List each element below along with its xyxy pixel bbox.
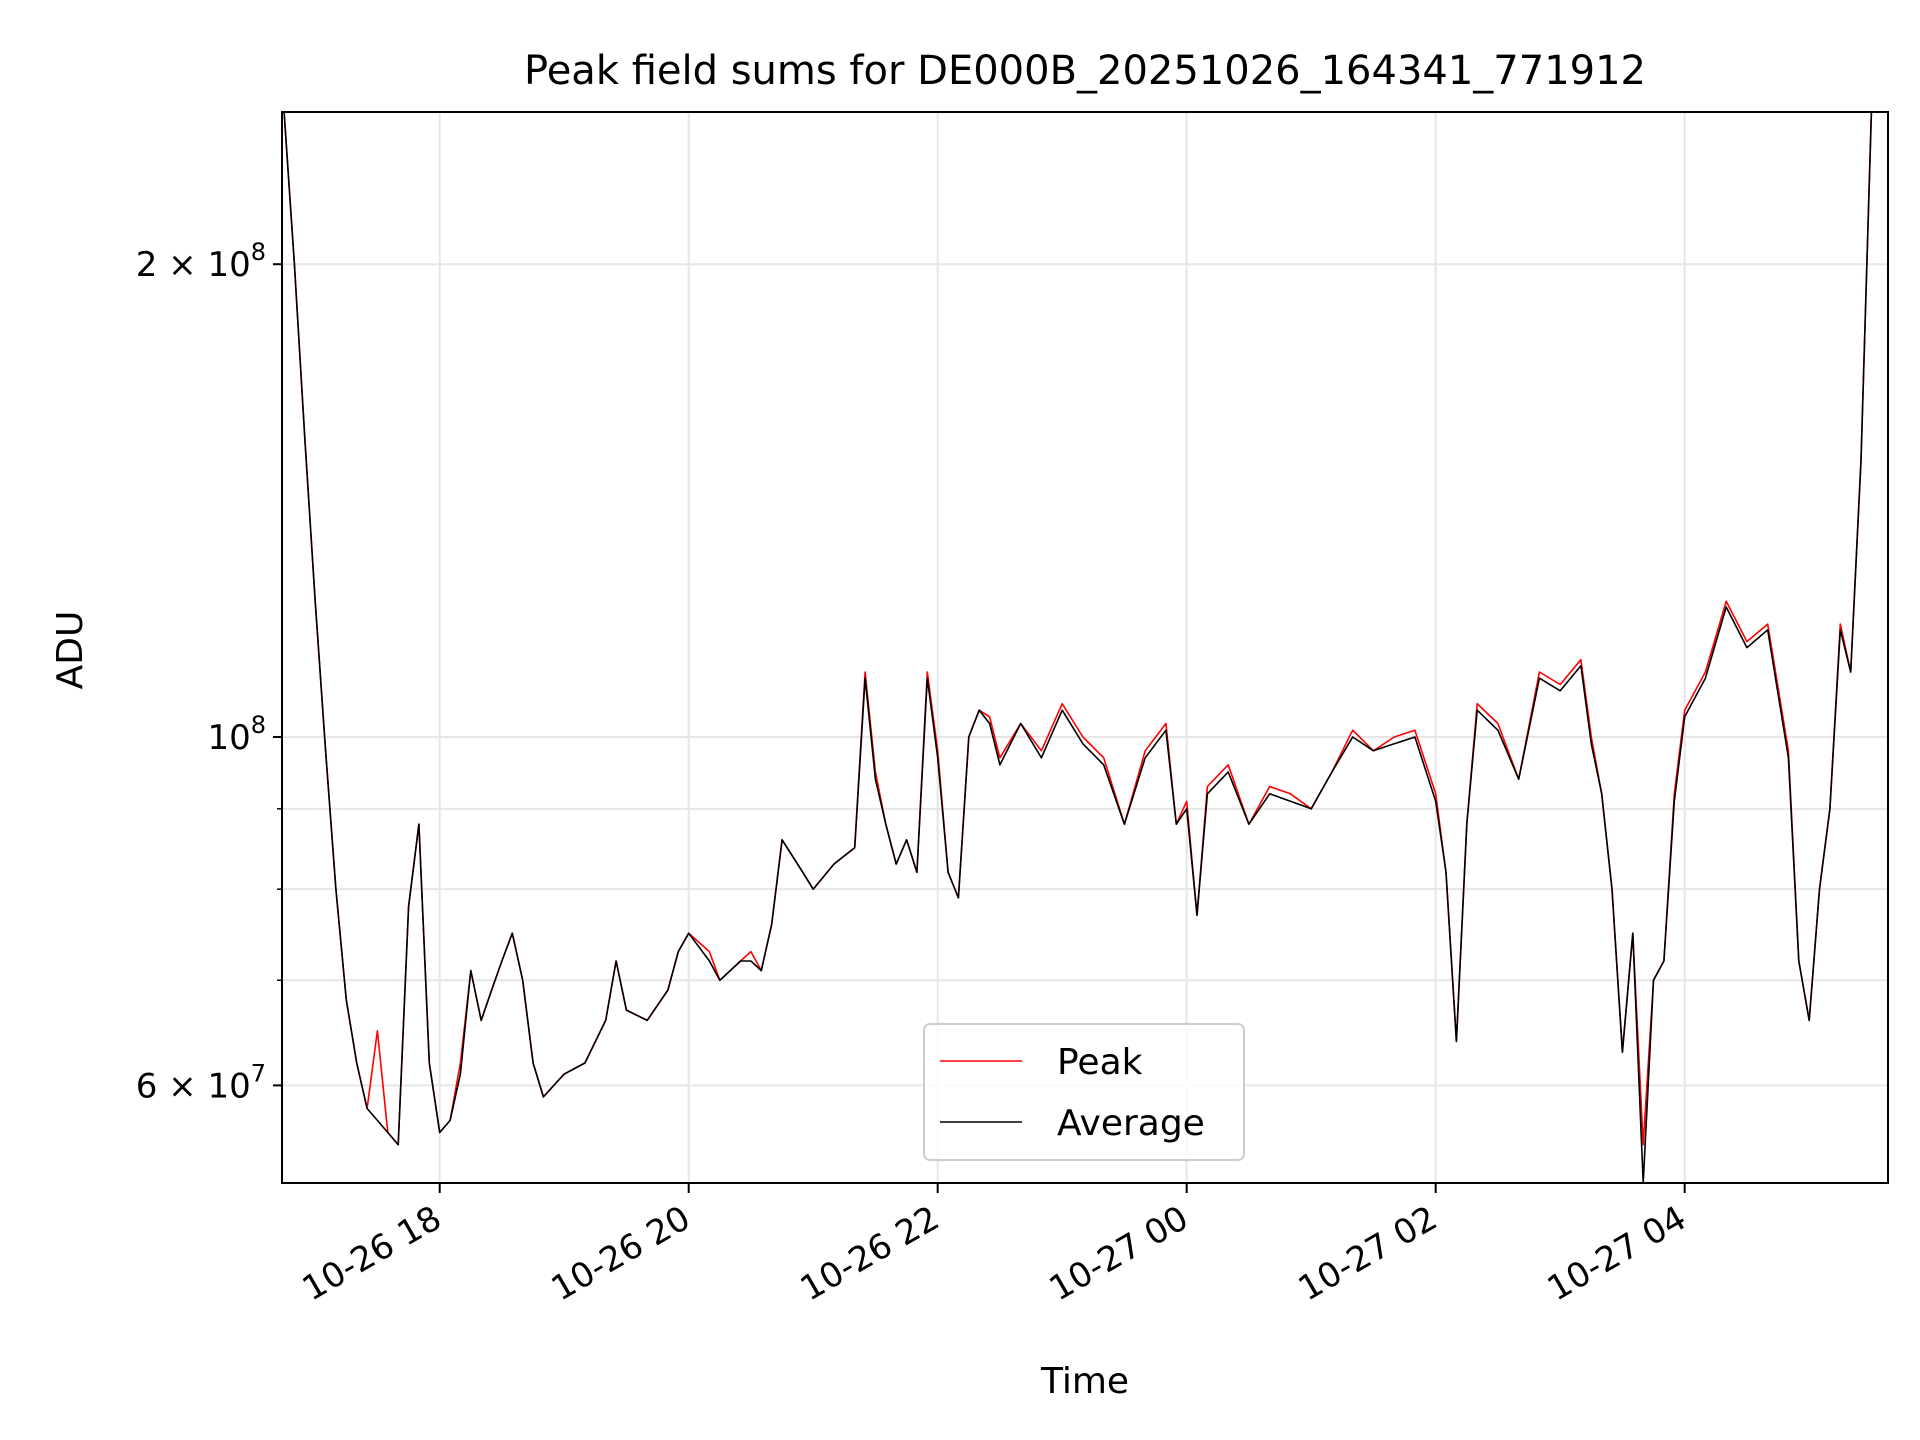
y-tick-label: 6 × 107: [136, 1059, 266, 1106]
y-tick-label: 108: [207, 711, 266, 758]
y-axis: 6 × 107 108 2 × 108: [136, 238, 282, 1106]
legend-peak-label: Peak: [1057, 1042, 1143, 1083]
chart-title: Peak field sums for DE000B_20251026_1643…: [524, 48, 1646, 94]
plot-frame: [281, 111, 1889, 1184]
y-tick-label: 2 × 108: [136, 238, 266, 285]
series-line-average: [283, 112, 1882, 1183]
legend-box: [923, 1023, 1245, 1161]
x-axis-label: Time: [1040, 1361, 1129, 1402]
legend-average-label: Average: [1057, 1103, 1205, 1144]
plot-lines: [283, 112, 1882, 1183]
y-axis-label: ADU: [50, 611, 91, 690]
legend: Peak Average: [923, 1023, 1245, 1161]
